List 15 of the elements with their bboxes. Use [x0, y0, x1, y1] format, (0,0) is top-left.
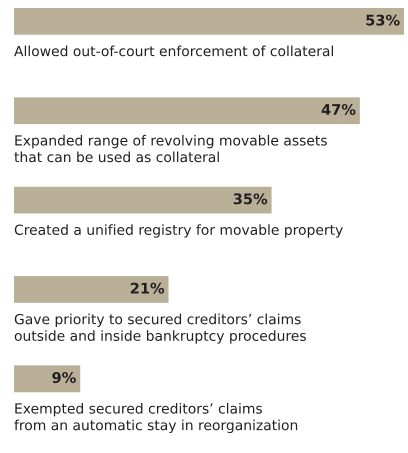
y-tick-label: Expanded range of revolving movable assets that can be used as collateral — [14, 134, 327, 162]
y-tick-label: Gave priority to secured creditors’ claims outside and inside bankruptcy procedures — [14, 314, 306, 344]
data-label: 9% — [52, 372, 76, 384]
y-tick-label: Allowed out-of-court enforcement of collateral — [14, 46, 333, 56]
y-tick-label: Exempted secured creditors’ claims from an automatic stay in reorganization — [14, 402, 298, 434]
bar — [14, 97, 360, 124]
y-tick-label: Created a unified registry for movable property — [14, 224, 343, 238]
bar — [14, 276, 169, 303]
bar — [14, 365, 80, 392]
data-label: 35% — [234, 193, 268, 204]
bar — [14, 8, 404, 35]
data-label: 21% — [130, 282, 164, 294]
bar — [14, 186, 272, 214]
data-label: 47% — [322, 104, 356, 115]
data-label: 53% — [366, 14, 400, 26]
